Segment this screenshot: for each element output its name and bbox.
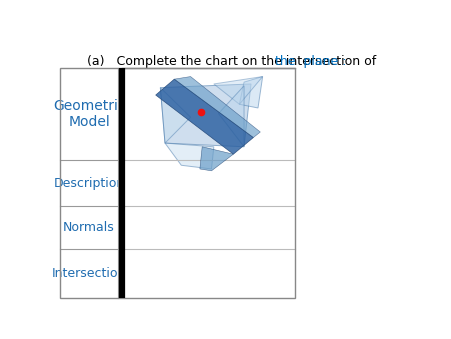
Text: (a)   Complete the chart on the intersection of: (a) Complete the chart on the intersecti… (87, 55, 388, 67)
Polygon shape (199, 147, 233, 171)
Polygon shape (165, 143, 213, 169)
Polygon shape (160, 88, 190, 143)
Polygon shape (155, 79, 253, 154)
Polygon shape (218, 86, 244, 147)
Text: Intersection: Intersection (52, 267, 126, 280)
Polygon shape (174, 77, 260, 138)
Text: Normals: Normals (63, 221, 115, 234)
Polygon shape (239, 77, 262, 108)
Polygon shape (160, 84, 250, 147)
Text: Description: Description (53, 177, 124, 190)
Text: Geometric
Model: Geometric Model (53, 99, 125, 129)
Bar (60, 67, 295, 298)
Polygon shape (213, 77, 262, 104)
Text: the  plane :: the plane : (275, 55, 346, 67)
